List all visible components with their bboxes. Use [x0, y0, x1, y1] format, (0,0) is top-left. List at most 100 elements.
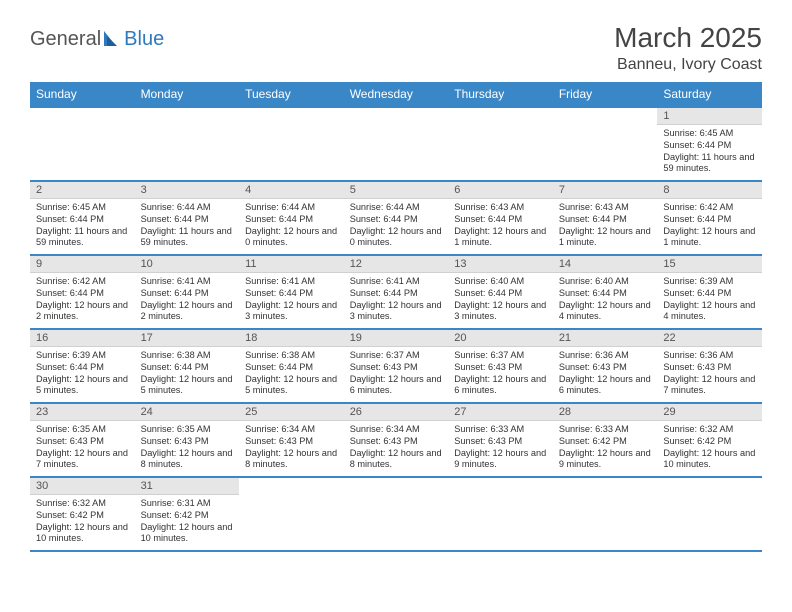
- day-body: Sunrise: 6:38 AMSunset: 6:44 PMDaylight:…: [239, 347, 344, 401]
- day-header: Sunday: [30, 82, 135, 107]
- day-number: 16: [30, 330, 135, 347]
- calendar-cell: [135, 107, 240, 181]
- day-number: 12: [344, 256, 449, 273]
- calendar-cell: 8Sunrise: 6:42 AMSunset: 6:44 PMDaylight…: [657, 181, 762, 255]
- day-number: 27: [448, 404, 553, 421]
- calendar-cell: 22Sunrise: 6:36 AMSunset: 6:43 PMDayligh…: [657, 329, 762, 403]
- day-body: Sunrise: 6:32 AMSunset: 6:42 PMDaylight:…: [30, 495, 135, 549]
- day-number: 19: [344, 330, 449, 347]
- location: Banneu, Ivory Coast: [614, 56, 762, 74]
- day-header: Thursday: [448, 82, 553, 107]
- day-body: Sunrise: 6:31 AMSunset: 6:42 PMDaylight:…: [135, 495, 240, 549]
- day-body: Sunrise: 6:40 AMSunset: 6:44 PMDaylight:…: [553, 273, 658, 327]
- day-number: 24: [135, 404, 240, 421]
- day-number: 3: [135, 182, 240, 199]
- logo-sail-icon: [103, 29, 123, 53]
- day-number: 1: [657, 108, 762, 125]
- day-body: Sunrise: 6:36 AMSunset: 6:43 PMDaylight:…: [657, 347, 762, 401]
- day-header: Friday: [553, 82, 658, 107]
- logo-text: GeneralBlue: [30, 28, 164, 53]
- calendar-body: 1Sunrise: 6:45 AMSunset: 6:44 PMDaylight…: [30, 107, 762, 551]
- title-block: March 2025 Banneu, Ivory Coast: [614, 22, 762, 74]
- calendar-table: Sunday Monday Tuesday Wednesday Thursday…: [30, 82, 762, 552]
- day-number: 17: [135, 330, 240, 347]
- calendar-cell: 15Sunrise: 6:39 AMSunset: 6:44 PMDayligh…: [657, 255, 762, 329]
- day-body: Sunrise: 6:45 AMSunset: 6:44 PMDaylight:…: [657, 125, 762, 179]
- calendar-row: 16Sunrise: 6:39 AMSunset: 6:44 PMDayligh…: [30, 329, 762, 403]
- calendar-cell: [657, 477, 762, 551]
- day-body: Sunrise: 6:34 AMSunset: 6:43 PMDaylight:…: [344, 421, 449, 475]
- day-body: Sunrise: 6:37 AMSunset: 6:43 PMDaylight:…: [448, 347, 553, 401]
- day-body: Sunrise: 6:40 AMSunset: 6:44 PMDaylight:…: [448, 273, 553, 327]
- day-header: Wednesday: [344, 82, 449, 107]
- calendar-cell: [30, 107, 135, 181]
- day-number: 23: [30, 404, 135, 421]
- day-number: 28: [553, 404, 658, 421]
- calendar-cell: [239, 477, 344, 551]
- calendar-cell: 6Sunrise: 6:43 AMSunset: 6:44 PMDaylight…: [448, 181, 553, 255]
- month-title: March 2025: [614, 22, 762, 54]
- day-header: Saturday: [657, 82, 762, 107]
- day-number: 30: [30, 478, 135, 495]
- calendar-cell: 9Sunrise: 6:42 AMSunset: 6:44 PMDaylight…: [30, 255, 135, 329]
- calendar-row: 2Sunrise: 6:45 AMSunset: 6:44 PMDaylight…: [30, 181, 762, 255]
- calendar-row: 1Sunrise: 6:45 AMSunset: 6:44 PMDaylight…: [30, 107, 762, 181]
- day-header-row: Sunday Monday Tuesday Wednesday Thursday…: [30, 82, 762, 107]
- calendar-cell: 27Sunrise: 6:33 AMSunset: 6:43 PMDayligh…: [448, 403, 553, 477]
- header: GeneralBlue March 2025 Banneu, Ivory Coa…: [30, 22, 762, 74]
- calendar-cell: [344, 107, 449, 181]
- calendar-cell: 13Sunrise: 6:40 AMSunset: 6:44 PMDayligh…: [448, 255, 553, 329]
- calendar-row: 9Sunrise: 6:42 AMSunset: 6:44 PMDaylight…: [30, 255, 762, 329]
- calendar-cell: [553, 107, 658, 181]
- calendar-cell: 11Sunrise: 6:41 AMSunset: 6:44 PMDayligh…: [239, 255, 344, 329]
- day-header: Monday: [135, 82, 240, 107]
- day-body: Sunrise: 6:35 AMSunset: 6:43 PMDaylight:…: [30, 421, 135, 475]
- calendar-cell: 7Sunrise: 6:43 AMSunset: 6:44 PMDaylight…: [553, 181, 658, 255]
- day-number: 20: [448, 330, 553, 347]
- day-number: 18: [239, 330, 344, 347]
- day-body: Sunrise: 6:41 AMSunset: 6:44 PMDaylight:…: [135, 273, 240, 327]
- logo: GeneralBlue: [30, 28, 164, 53]
- day-body: Sunrise: 6:42 AMSunset: 6:44 PMDaylight:…: [657, 199, 762, 253]
- day-body: Sunrise: 6:41 AMSunset: 6:44 PMDaylight:…: [344, 273, 449, 327]
- day-number: 21: [553, 330, 658, 347]
- day-number: 26: [344, 404, 449, 421]
- day-number: 4: [239, 182, 344, 199]
- day-body: Sunrise: 6:33 AMSunset: 6:42 PMDaylight:…: [553, 421, 658, 475]
- calendar-cell: 14Sunrise: 6:40 AMSunset: 6:44 PMDayligh…: [553, 255, 658, 329]
- day-number: 2: [30, 182, 135, 199]
- calendar-cell: 30Sunrise: 6:32 AMSunset: 6:42 PMDayligh…: [30, 477, 135, 551]
- day-number: 15: [657, 256, 762, 273]
- day-body: Sunrise: 6:39 AMSunset: 6:44 PMDaylight:…: [657, 273, 762, 327]
- calendar-cell: 20Sunrise: 6:37 AMSunset: 6:43 PMDayligh…: [448, 329, 553, 403]
- calendar-cell: 29Sunrise: 6:32 AMSunset: 6:42 PMDayligh…: [657, 403, 762, 477]
- calendar-cell: 25Sunrise: 6:34 AMSunset: 6:43 PMDayligh…: [239, 403, 344, 477]
- day-number: 14: [553, 256, 658, 273]
- day-number: 11: [239, 256, 344, 273]
- day-number: 31: [135, 478, 240, 495]
- day-body: Sunrise: 6:43 AMSunset: 6:44 PMDaylight:…: [448, 199, 553, 253]
- logo-word2: Blue: [124, 28, 164, 50]
- calendar-row: 23Sunrise: 6:35 AMSunset: 6:43 PMDayligh…: [30, 403, 762, 477]
- calendar-cell: [448, 477, 553, 551]
- day-body: Sunrise: 6:36 AMSunset: 6:43 PMDaylight:…: [553, 347, 658, 401]
- calendar-row: 30Sunrise: 6:32 AMSunset: 6:42 PMDayligh…: [30, 477, 762, 551]
- day-body: Sunrise: 6:33 AMSunset: 6:43 PMDaylight:…: [448, 421, 553, 475]
- calendar-cell: 4Sunrise: 6:44 AMSunset: 6:44 PMDaylight…: [239, 181, 344, 255]
- day-number: 5: [344, 182, 449, 199]
- day-body: Sunrise: 6:43 AMSunset: 6:44 PMDaylight:…: [553, 199, 658, 253]
- day-number: 10: [135, 256, 240, 273]
- day-header: Tuesday: [239, 82, 344, 107]
- day-number: 6: [448, 182, 553, 199]
- day-body: Sunrise: 6:44 AMSunset: 6:44 PMDaylight:…: [135, 199, 240, 253]
- day-body: Sunrise: 6:39 AMSunset: 6:44 PMDaylight:…: [30, 347, 135, 401]
- calendar-cell: 23Sunrise: 6:35 AMSunset: 6:43 PMDayligh…: [30, 403, 135, 477]
- day-number: 25: [239, 404, 344, 421]
- day-number: 29: [657, 404, 762, 421]
- day-body: Sunrise: 6:42 AMSunset: 6:44 PMDaylight:…: [30, 273, 135, 327]
- calendar-cell: 26Sunrise: 6:34 AMSunset: 6:43 PMDayligh…: [344, 403, 449, 477]
- calendar-cell: 5Sunrise: 6:44 AMSunset: 6:44 PMDaylight…: [344, 181, 449, 255]
- calendar-cell: 1Sunrise: 6:45 AMSunset: 6:44 PMDaylight…: [657, 107, 762, 181]
- day-number: 7: [553, 182, 658, 199]
- day-body: Sunrise: 6:45 AMSunset: 6:44 PMDaylight:…: [30, 199, 135, 253]
